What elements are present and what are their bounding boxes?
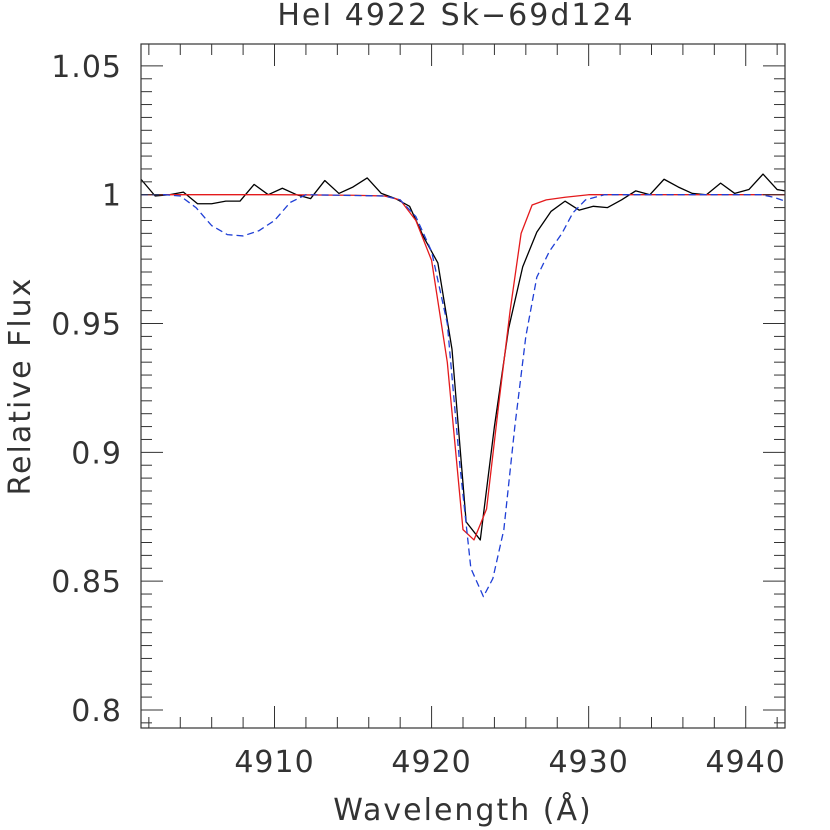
- series-line-1: [140, 173, 786, 541]
- x-tick-label: 4940: [706, 745, 786, 780]
- y-tick-label: 1.05: [51, 50, 122, 85]
- x-axis-label: Wavelength (Å): [333, 792, 592, 828]
- x-tick-label: 4910: [234, 745, 314, 780]
- plot-series: [140, 173, 786, 598]
- x-tick-label: 4930: [548, 745, 628, 780]
- y-axis-label: Relative Flux: [3, 277, 38, 496]
- chart-title: HeI 4922 Sk−69d124: [277, 0, 634, 33]
- y-tick-label: 0.9: [71, 436, 122, 471]
- y-tick-label: 0.95: [51, 308, 122, 343]
- plot-frame: [140, 43, 786, 729]
- x-axis-ticks: 4910 4920 4930 4940: [148, 44, 786, 780]
- y-axis-ticks: 0.8 0.85 0.9 0.95 1 1.05: [51, 50, 785, 729]
- y-tick-label: 1: [102, 179, 122, 214]
- y-tick-label: 0.85: [51, 565, 122, 600]
- y-tick-label: 0.8: [71, 694, 122, 729]
- x-tick-label: 4920: [391, 745, 471, 780]
- series-line-2: [141, 194, 785, 541]
- series-line-3: [141, 194, 786, 598]
